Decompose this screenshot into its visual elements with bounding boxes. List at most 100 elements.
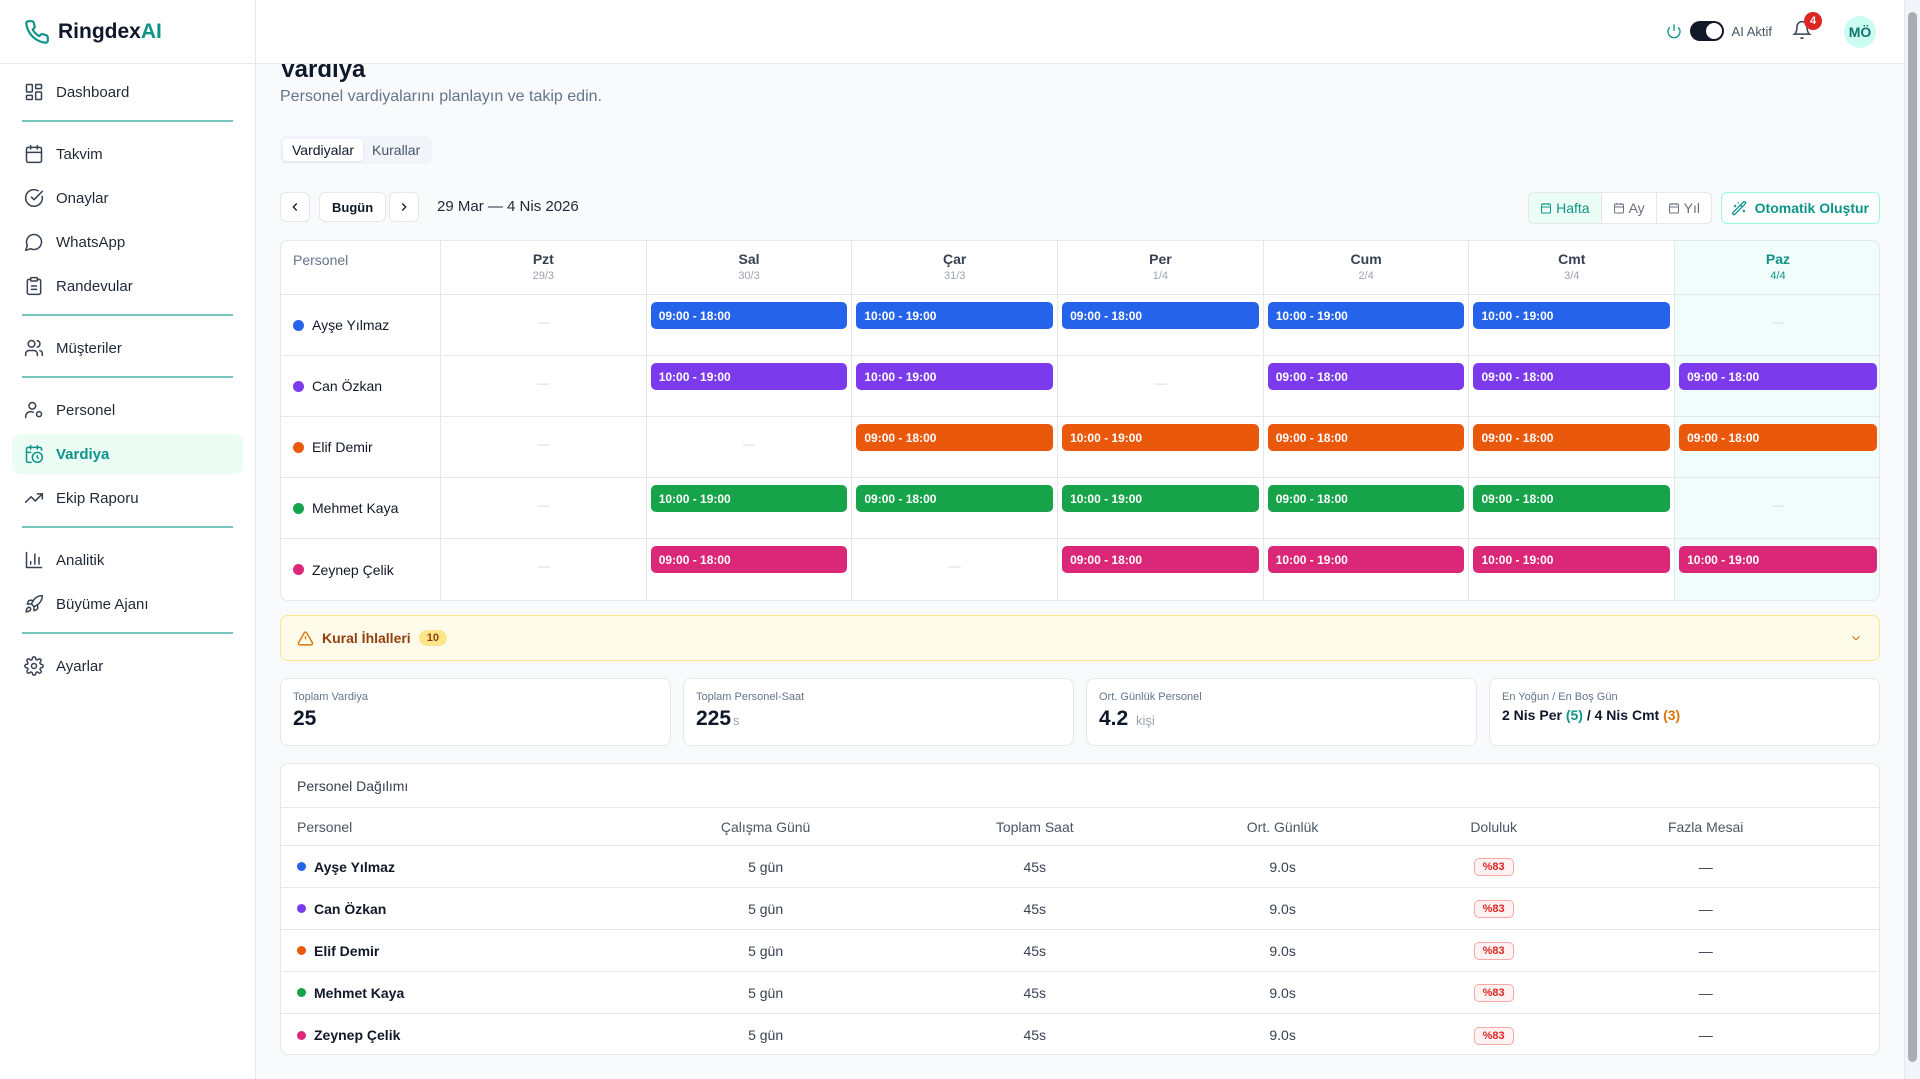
tab-kurallar[interactable]: Kurallar bbox=[372, 142, 421, 158]
schedule-cell[interactable]: 09:00 - 18:00 bbox=[1675, 417, 1879, 477]
sidebar-item-whatsapp[interactable]: WhatsApp bbox=[12, 222, 243, 262]
shift-block[interactable]: 10:00 - 19:00 bbox=[1473, 302, 1671, 329]
sidebar-item-onaylar[interactable]: Onaylar bbox=[12, 178, 243, 218]
shift-block[interactable]: 09:00 - 18:00 bbox=[1679, 424, 1877, 451]
shift-block[interactable]: 10:00 - 19:00 bbox=[1062, 485, 1259, 512]
schedule-cell[interactable]: 09:00 - 18:00 bbox=[1058, 295, 1264, 355]
avatar[interactable]: MÖ bbox=[1844, 16, 1876, 48]
view-year-label: Yıl bbox=[1683, 200, 1700, 216]
view-week-button[interactable]: Hafta bbox=[1529, 193, 1602, 223]
shift-block[interactable]: 10:00 - 19:00 bbox=[1062, 424, 1259, 451]
schedule-cell[interactable]: 10:00 - 19:00 bbox=[1058, 417, 1264, 477]
schedule-cell[interactable]: 09:00 - 18:00 bbox=[1675, 356, 1879, 416]
day-name: Çar bbox=[943, 251, 967, 267]
shift-block[interactable]: 10:00 - 19:00 bbox=[1473, 546, 1671, 573]
scrollbar[interactable] bbox=[1904, 0, 1920, 1079]
shift-block[interactable]: 10:00 - 19:00 bbox=[856, 302, 1054, 329]
sidebar-item-analitik[interactable]: Analitik bbox=[12, 540, 243, 580]
schedule-cell[interactable]: 09:00 - 18:00 bbox=[852, 478, 1059, 538]
schedule-cell[interactable]: — bbox=[1675, 478, 1879, 538]
empty-shift-marker: — bbox=[537, 437, 550, 451]
shift-block[interactable]: 09:00 - 18:00 bbox=[650, 546, 848, 573]
schedule-cell[interactable]: 09:00 - 18:00 bbox=[1469, 356, 1676, 416]
schedule-cell[interactable]: — bbox=[852, 539, 1059, 600]
schedule-cell[interactable]: — bbox=[441, 539, 647, 600]
shift-block[interactable]: 10:00 - 19:00 bbox=[650, 363, 848, 390]
shift-block[interactable]: 10:00 - 19:00 bbox=[856, 363, 1054, 390]
next-week-button[interactable] bbox=[389, 192, 419, 222]
schedule-cell[interactable]: — bbox=[441, 356, 647, 416]
shift-block[interactable]: 09:00 - 18:00 bbox=[1267, 424, 1465, 451]
sidebar-item-ayarlar[interactable]: Ayarlar bbox=[12, 646, 243, 686]
sidebar-item-dashboard[interactable]: Dashboard bbox=[12, 72, 243, 112]
schedule-cell[interactable]: 09:00 - 18:00 bbox=[647, 539, 853, 600]
schedule-cell[interactable]: 09:00 - 18:00 bbox=[1264, 478, 1470, 538]
divider bbox=[22, 376, 233, 378]
schedule-cell[interactable]: 10:00 - 19:00 bbox=[1675, 539, 1879, 600]
tab-vardiyalar[interactable]: Vardiyalar bbox=[283, 139, 363, 161]
shift-block[interactable]: 09:00 - 18:00 bbox=[1267, 363, 1465, 390]
day-head: Paz 4/4 bbox=[1675, 241, 1879, 282]
sidebar-item-vardiya[interactable]: Vardiya bbox=[12, 434, 243, 474]
schedule-cell[interactable]: 10:00 - 19:00 bbox=[852, 356, 1059, 416]
previous-week-button[interactable] bbox=[280, 192, 310, 222]
schedule-cell[interactable]: — bbox=[441, 417, 647, 477]
schedule-cell[interactable]: 10:00 - 19:00 bbox=[1469, 539, 1676, 600]
shift-block[interactable]: 09:00 - 18:00 bbox=[1473, 363, 1671, 390]
schedule-cell[interactable]: 10:00 - 19:00 bbox=[1264, 539, 1470, 600]
shift-block[interactable]: 10:00 - 19:00 bbox=[650, 485, 848, 512]
schedule-cell[interactable]: 09:00 - 18:00 bbox=[1058, 539, 1264, 600]
schedule-cell[interactable]: 10:00 - 19:00 bbox=[852, 295, 1059, 355]
shift-block[interactable]: 09:00 - 18:00 bbox=[1267, 485, 1465, 512]
sidebar-item-musteriler[interactable]: Müşteriler bbox=[12, 328, 243, 368]
shift-block[interactable]: 09:00 - 18:00 bbox=[1062, 546, 1259, 573]
shift-block[interactable]: 09:00 - 18:00 bbox=[650, 302, 848, 329]
avg-daily-cell: 9.0s bbox=[1269, 858, 1296, 875]
today-button[interactable]: Bugün bbox=[319, 192, 387, 222]
shift-block[interactable]: 09:00 - 18:00 bbox=[1473, 424, 1671, 451]
shift-block[interactable]: 10:00 - 19:00 bbox=[1267, 302, 1465, 329]
shift-block[interactable]: 10:00 - 19:00 bbox=[1679, 546, 1877, 573]
schedule-cell[interactable]: — bbox=[441, 478, 647, 538]
schedule-cell[interactable]: 09:00 - 18:00 bbox=[1264, 417, 1470, 477]
notifications-button[interactable]: 4 bbox=[1792, 12, 1822, 42]
shift-block[interactable]: 09:00 - 18:00 bbox=[856, 424, 1054, 451]
schedule-cell[interactable]: 10:00 - 19:00 bbox=[647, 478, 853, 538]
view-year-button[interactable]: Yıl bbox=[1657, 193, 1711, 223]
schedule-cell[interactable]: 10:00 - 19:00 bbox=[647, 356, 853, 416]
table-header-row: Personel Çalışma Günü Toplam Saat Ort. G… bbox=[281, 808, 1879, 846]
shift-block[interactable]: 09:00 - 18:00 bbox=[1473, 485, 1671, 512]
schedule-cell[interactable]: 09:00 - 18:00 bbox=[852, 417, 1059, 477]
sidebar-item-takvim[interactable]: Takvim bbox=[12, 134, 243, 174]
schedule-cell[interactable]: 09:00 - 18:00 bbox=[1469, 417, 1676, 477]
sidebar-item-buyume-ajani[interactable]: Büyüme Ajanı bbox=[12, 584, 243, 624]
shift-block[interactable]: 09:00 - 18:00 bbox=[1062, 302, 1259, 329]
app-logo[interactable]: RingdexAI bbox=[0, 0, 255, 64]
table-row: Elif Demir 5 gün 45s 9.0s %83 — bbox=[281, 930, 1879, 972]
schedule-cell[interactable]: — bbox=[1675, 295, 1879, 355]
auto-generate-button[interactable]: Otomatik Oluştur bbox=[1720, 192, 1880, 224]
chevron-down-icon[interactable] bbox=[1849, 631, 1863, 645]
ai-switch[interactable] bbox=[1689, 21, 1724, 41]
schedule-cell[interactable]: 10:00 - 19:00 bbox=[1264, 295, 1470, 355]
scrollbar-thumb[interactable] bbox=[1908, 12, 1917, 1062]
shift-block[interactable]: 10:00 - 19:00 bbox=[1267, 546, 1465, 573]
shift-block[interactable]: 09:00 - 18:00 bbox=[1679, 363, 1877, 390]
schedule-cell[interactable]: — bbox=[1058, 356, 1264, 416]
schedule-cell[interactable]: 10:00 - 19:00 bbox=[1058, 478, 1264, 538]
shift-block[interactable]: 09:00 - 18:00 bbox=[856, 485, 1054, 512]
schedule-cell[interactable]: — bbox=[441, 295, 647, 355]
schedule-cell[interactable]: 09:00 - 18:00 bbox=[1264, 356, 1470, 416]
schedule-row: Ayşe Yılmaz — 09:00 - 18:00 10:00 - 19:00 09… bbox=[281, 295, 1879, 356]
total-hours-cell: 45s bbox=[1023, 858, 1047, 875]
sidebar-item-ekip-raporu[interactable]: Ekip Raporu bbox=[12, 478, 243, 518]
view-month-button[interactable]: Ay bbox=[1602, 193, 1657, 223]
schedule-cell[interactable]: 09:00 - 18:00 bbox=[647, 295, 853, 355]
schedule-cell[interactable]: 09:00 - 18:00 bbox=[1469, 478, 1676, 538]
sidebar-item-personel[interactable]: Personel bbox=[12, 390, 243, 430]
ai-toggle[interactable]: AI Aktif bbox=[1666, 21, 1772, 41]
rule-violations-banner[interactable]: Kural İhlalleri 10 bbox=[280, 615, 1880, 661]
sidebar-item-randevular[interactable]: Randevular bbox=[12, 266, 243, 306]
schedule-cell[interactable]: — bbox=[647, 417, 853, 477]
schedule-cell[interactable]: 10:00 - 19:00 bbox=[1469, 295, 1676, 355]
